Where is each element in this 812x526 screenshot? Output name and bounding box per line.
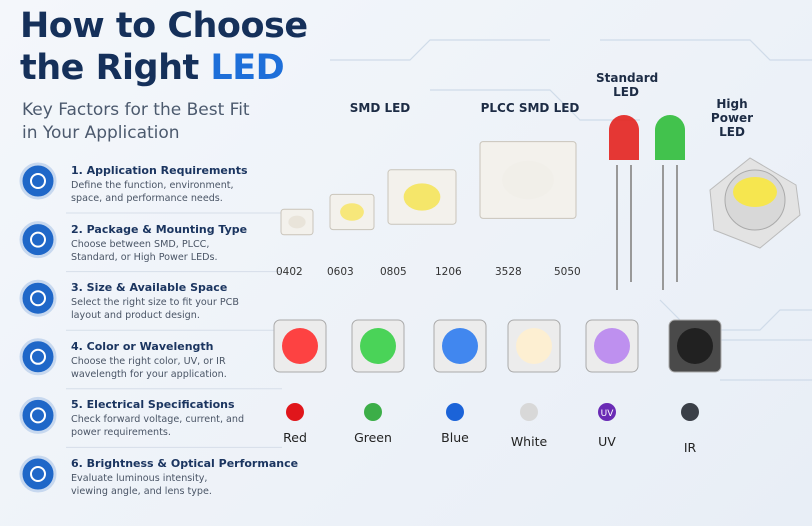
title-highlight: LED bbox=[210, 48, 285, 88]
high-power-lens bbox=[733, 177, 777, 207]
color-dot bbox=[446, 403, 464, 421]
factor-icon-glyph bbox=[30, 407, 46, 424]
led-dome bbox=[609, 115, 639, 160]
factor-desc: Define the function, environment, space,… bbox=[71, 180, 234, 204]
factor-icon-glyph bbox=[30, 348, 46, 365]
title-line-1: How to Choose bbox=[20, 6, 308, 46]
size-label: 0402 bbox=[276, 266, 303, 278]
color-label: UV bbox=[598, 434, 616, 449]
high-power-label: High Power LED bbox=[710, 97, 754, 139]
color-led-lens bbox=[516, 328, 552, 364]
package-lens bbox=[403, 183, 441, 211]
color-dot bbox=[364, 403, 382, 421]
size-label: 3528 bbox=[495, 266, 522, 278]
factor-title: 3. Size & Available Space bbox=[71, 281, 228, 295]
color-led-lens bbox=[282, 328, 318, 364]
factor-desc: Choose between SMD, PLCC, Standard, or H… bbox=[71, 238, 218, 263]
standard-label: Standard LED bbox=[596, 71, 659, 99]
factor-icon bbox=[19, 279, 57, 317]
factor-icon bbox=[19, 162, 57, 200]
color-label: Red bbox=[283, 430, 307, 445]
color-dot bbox=[681, 403, 699, 421]
factor-icon bbox=[19, 338, 57, 376]
factor-icon bbox=[19, 221, 57, 259]
color-label: Green bbox=[354, 430, 392, 445]
factor-icon-glyph bbox=[30, 173, 46, 189]
factor-title: 1. Application Requirements bbox=[71, 164, 248, 177]
factor-desc: Choose the right color, UV, or IR wavele… bbox=[71, 355, 227, 380]
color-led-lens bbox=[442, 328, 478, 364]
subtitle-line-2: in Your Application bbox=[22, 123, 180, 143]
package-lens bbox=[340, 203, 364, 221]
factor-icon-glyph bbox=[30, 290, 46, 307]
color-label: Blue bbox=[441, 430, 469, 445]
factor-icon bbox=[19, 455, 57, 493]
color-label: IR bbox=[683, 440, 697, 455]
color-led-lens bbox=[594, 328, 630, 364]
factor-title: 4. Color or Wavelength bbox=[71, 339, 214, 353]
plcc-label: PLCC SMD LED bbox=[480, 101, 580, 115]
title-line-2: the Right LED bbox=[20, 48, 285, 88]
led-dome bbox=[655, 115, 685, 160]
smd-label: SMD LED bbox=[349, 101, 411, 115]
package-lens bbox=[288, 215, 306, 229]
size-label: 0603 bbox=[327, 266, 354, 278]
size-label: 0805 bbox=[380, 266, 407, 278]
factor-title: 5. Electrical Specifications bbox=[71, 398, 235, 412]
size-label: 5050 bbox=[554, 266, 581, 278]
color-led-lens bbox=[677, 328, 713, 364]
color-label: White bbox=[510, 434, 548, 449]
factor-icon bbox=[19, 396, 57, 434]
uv-badge: UV bbox=[601, 409, 615, 419]
title-text: the Right bbox=[20, 48, 199, 88]
factor-desc: Select the right size to fit your PCB la… bbox=[71, 297, 239, 322]
package-lens bbox=[502, 160, 554, 200]
factor-icon-glyph bbox=[30, 231, 46, 248]
color-dot bbox=[598, 403, 616, 421]
size-label: 1206 bbox=[435, 266, 462, 278]
color-led-lens bbox=[360, 328, 396, 364]
factor-desc: Check forward voltage, current, and powe… bbox=[71, 414, 245, 439]
color-dot bbox=[520, 403, 538, 421]
factor-title: 2. Package & Mounting Type bbox=[71, 222, 248, 236]
factor-title: 6. Brightness & Optical Performance bbox=[71, 457, 299, 470]
subtitle-line-1: Key Factors for the Best Fit bbox=[22, 100, 250, 120]
factor-icon-glyph bbox=[30, 466, 46, 482]
factor-desc: Evaluate luminous intensity, viewing ang… bbox=[71, 473, 212, 497]
color-dot bbox=[286, 403, 304, 421]
